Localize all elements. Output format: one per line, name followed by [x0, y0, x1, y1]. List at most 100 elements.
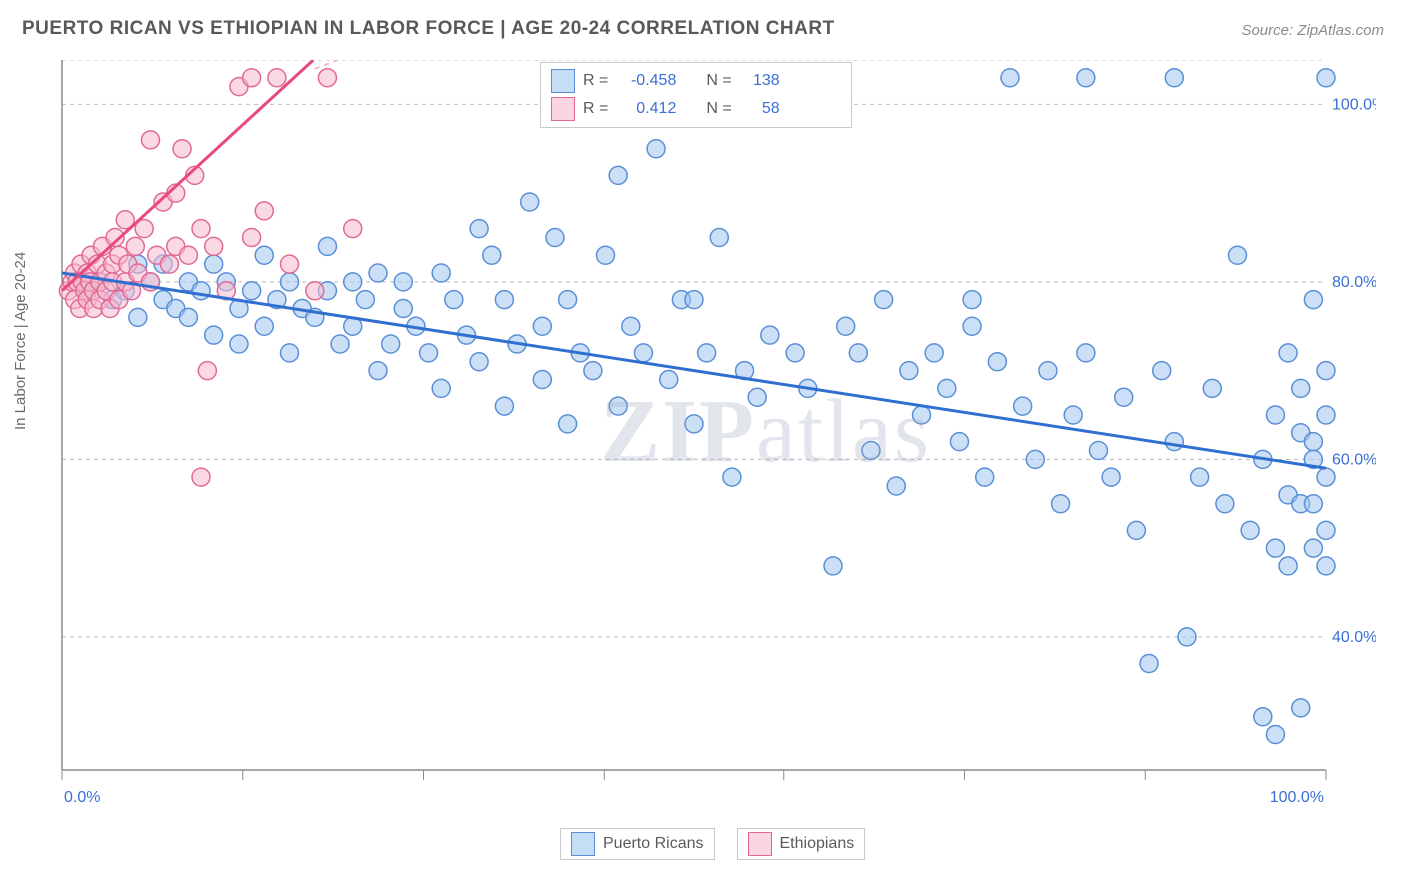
data-point-ethiopian [318, 69, 336, 87]
data-point-puerto-rican [1153, 362, 1171, 380]
data-point-puerto-rican [761, 326, 779, 344]
data-point-puerto-rican [1317, 468, 1335, 486]
data-point-puerto-rican [1001, 69, 1019, 87]
y-tick-label: 80.0% [1332, 274, 1376, 291]
data-point-puerto-rican [1115, 388, 1133, 406]
legend-swatch [571, 832, 595, 856]
data-point-puerto-rican [963, 317, 981, 335]
legend-n-label: N = [706, 72, 731, 90]
data-point-puerto-rican [900, 362, 918, 380]
data-point-puerto-rican [546, 229, 564, 247]
data-point-puerto-rican [1304, 495, 1322, 513]
data-point-puerto-rican [1304, 539, 1322, 557]
data-point-ethiopian [205, 237, 223, 255]
data-point-puerto-rican [470, 353, 488, 371]
legend-n-value: 138 [740, 72, 780, 90]
data-point-ethiopian [306, 282, 324, 300]
data-point-puerto-rican [988, 353, 1006, 371]
data-point-puerto-rican [369, 362, 387, 380]
data-point-puerto-rican [369, 264, 387, 282]
data-point-puerto-rican [205, 326, 223, 344]
data-point-puerto-rican [1102, 468, 1120, 486]
data-point-puerto-rican [255, 317, 273, 335]
data-point-ethiopian [255, 202, 273, 220]
chart-title: PUERTO RICAN VS ETHIOPIAN IN LABOR FORCE… [22, 18, 835, 40]
legend-n-label: N = [706, 100, 731, 118]
data-point-puerto-rican [1279, 344, 1297, 362]
legend-r-label: R = [583, 72, 608, 90]
y-tick-label: 60.0% [1332, 451, 1376, 468]
data-point-puerto-rican [786, 344, 804, 362]
data-point-puerto-rican [1077, 69, 1095, 87]
legend-swatch [748, 832, 772, 856]
legend-row: R =0.412N =58 [551, 97, 841, 121]
data-point-puerto-rican [331, 335, 349, 353]
legend-r-label: R = [583, 100, 608, 118]
data-point-puerto-rican [1317, 362, 1335, 380]
data-point-puerto-rican [710, 229, 728, 247]
data-point-puerto-rican [660, 371, 678, 389]
data-point-puerto-rican [1292, 699, 1310, 717]
data-point-puerto-rican [281, 273, 299, 291]
data-point-puerto-rican [1052, 495, 1070, 513]
data-point-ethiopian [126, 237, 144, 255]
data-point-puerto-rican [470, 220, 488, 238]
legend-swatch [551, 69, 575, 93]
data-point-puerto-rican [1026, 450, 1044, 468]
data-point-puerto-rican [1317, 69, 1335, 87]
x-tick-label: 100.0% [1270, 789, 1324, 806]
data-point-puerto-rican [1266, 406, 1284, 424]
data-point-puerto-rican [382, 335, 400, 353]
data-point-ethiopian [281, 255, 299, 273]
data-point-ethiopian [268, 69, 286, 87]
y-tick-label: 40.0% [1332, 629, 1376, 646]
data-point-ethiopian [160, 255, 178, 273]
data-point-puerto-rican [1191, 468, 1209, 486]
data-point-puerto-rican [1292, 379, 1310, 397]
data-point-puerto-rican [1304, 291, 1322, 309]
data-point-puerto-rican [495, 397, 513, 415]
data-point-ethiopian [198, 362, 216, 380]
data-point-puerto-rican [559, 415, 577, 433]
y-tick-label: 100.0% [1332, 96, 1376, 113]
data-point-puerto-rican [584, 362, 602, 380]
data-point-puerto-rican [281, 344, 299, 362]
data-point-puerto-rican [609, 397, 627, 415]
data-point-puerto-rican [1178, 628, 1196, 646]
data-point-puerto-rican [1266, 726, 1284, 744]
legend-row: R =-0.458N =138 [551, 69, 841, 93]
trend-line-ethiopian-dash [315, 60, 467, 69]
x-tick-label: 0.0% [64, 789, 100, 806]
data-point-ethiopian [173, 140, 191, 158]
data-point-puerto-rican [976, 468, 994, 486]
data-point-puerto-rican [1203, 379, 1221, 397]
data-point-puerto-rican [1014, 397, 1032, 415]
data-point-puerto-rican [1039, 362, 1057, 380]
data-point-ethiopian [344, 220, 362, 238]
data-point-ethiopian [243, 69, 261, 87]
data-point-puerto-rican [483, 246, 501, 264]
data-point-puerto-rican [1140, 655, 1158, 673]
data-point-puerto-rican [938, 379, 956, 397]
data-point-puerto-rican [192, 282, 210, 300]
data-point-puerto-rican [1229, 246, 1247, 264]
data-point-puerto-rican [685, 291, 703, 309]
data-point-puerto-rican [1317, 521, 1335, 539]
data-point-puerto-rican [344, 273, 362, 291]
data-point-puerto-rican [1165, 433, 1183, 451]
data-point-puerto-rican [394, 300, 412, 318]
data-point-puerto-rican [1127, 521, 1145, 539]
y-axis-label: In Labor Force | Age 20-24 [12, 252, 29, 430]
data-point-puerto-rican [1241, 521, 1259, 539]
data-point-puerto-rican [318, 237, 336, 255]
data-point-puerto-rican [1254, 708, 1272, 726]
legend-swatch [551, 97, 575, 121]
data-point-puerto-rican [394, 273, 412, 291]
source-attribution: Source: ZipAtlas.com [1241, 22, 1384, 39]
data-point-puerto-rican [1304, 433, 1322, 451]
data-point-puerto-rican [748, 388, 766, 406]
data-point-puerto-rican [1317, 557, 1335, 575]
data-point-puerto-rican [1077, 344, 1095, 362]
data-point-puerto-rican [255, 246, 273, 264]
legend-item: Puerto Ricans [560, 828, 715, 860]
